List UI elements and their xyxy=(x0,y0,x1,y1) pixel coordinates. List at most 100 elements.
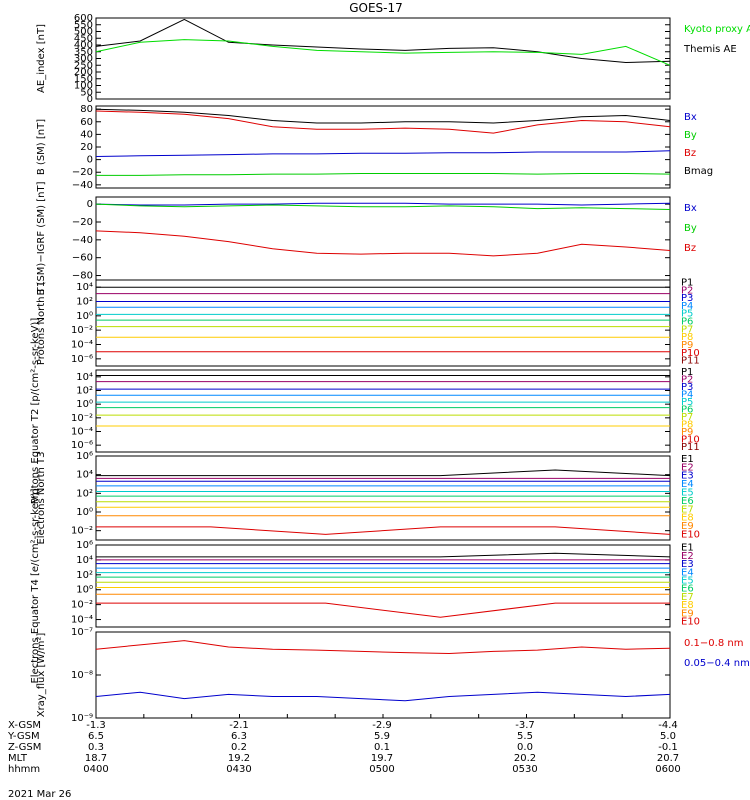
series-by-line xyxy=(95,203,671,210)
series-e1-line xyxy=(96,552,671,558)
ephemeris-value: 0.1 xyxy=(374,742,390,753)
legend-entry: Bmag xyxy=(684,166,713,177)
legend-entry: P5 xyxy=(681,309,693,320)
y-tick-label: −40 xyxy=(72,180,93,191)
y-tick-label: 40 xyxy=(80,129,93,140)
y-tick-label: 450 xyxy=(74,33,93,44)
y-tick-label: 350 xyxy=(74,47,93,58)
ephemeris-row-label: hhmm xyxy=(8,764,40,775)
legend-entry: E6 xyxy=(681,496,694,507)
y-tick-label: 10⁰ xyxy=(76,311,93,322)
series-by-line xyxy=(96,173,671,176)
legend-entry: By xyxy=(684,130,697,141)
legend-entry: E2 xyxy=(681,462,694,473)
ephemeris-value: 6.3 xyxy=(231,731,247,742)
y-tick-label: 50 xyxy=(80,87,93,98)
panel-frame xyxy=(95,544,671,628)
ephemeris-value: -2.1 xyxy=(229,720,249,731)
y-axis-label: Protons Equator T2 [p/(cm²-s-sr-keV)] xyxy=(30,318,41,505)
y-tick-label: 10² xyxy=(76,297,93,308)
y-tick-label: 0 xyxy=(87,155,93,166)
ephemeris-value: 19.7 xyxy=(371,753,393,764)
legend-entry: E3 xyxy=(681,471,694,482)
ephemeris-value: -4.4 xyxy=(658,720,678,731)
legend-entry: E7 xyxy=(681,592,694,603)
legend-entry: E3 xyxy=(681,559,694,570)
panel-frame xyxy=(95,196,671,281)
ephemeris-value: 20.7 xyxy=(657,753,679,764)
ephemeris-value: 0.3 xyxy=(88,742,104,753)
legend-entry: E2 xyxy=(681,551,694,562)
chart-title: GOES-17 xyxy=(349,1,403,15)
y-tick-label: 400 xyxy=(74,40,93,51)
ephemeris-value: 0400 xyxy=(83,764,108,775)
y-tick-label: 10⁶ xyxy=(76,451,93,462)
ephemeris-value: 0430 xyxy=(226,764,251,775)
y-tick-label: 10⁴ xyxy=(76,372,93,383)
series-bx-line xyxy=(95,150,671,157)
legend-entry: E9 xyxy=(681,608,694,619)
series-kyotoproxyae-line xyxy=(95,39,671,66)
ephemeris-value: 0600 xyxy=(655,764,680,775)
y-tick-label: −40 xyxy=(72,235,93,246)
y-tick-label: 10⁰ xyxy=(76,399,93,410)
series-e10-line xyxy=(96,526,671,535)
y-axis-label: Protons North T1 xyxy=(36,281,47,365)
legend-entry: P3 xyxy=(681,382,693,393)
y-tick-label: 150 xyxy=(74,74,93,85)
y-tick-label: 10⁶ xyxy=(76,540,93,551)
legend-entry: P9 xyxy=(681,340,693,351)
y-tick-label: 10⁻² xyxy=(71,413,93,424)
y-tick-label: 10⁰ xyxy=(76,585,93,596)
legend-entry: P3 xyxy=(681,293,693,304)
legend-entry: P11 xyxy=(681,442,700,453)
ephemeris-row-label: Y-GSM xyxy=(7,731,40,742)
legend-entry: P6 xyxy=(681,404,693,415)
legend-entry: Bz xyxy=(684,243,696,254)
series-themisae-line xyxy=(95,18,671,64)
legend-entry: E8 xyxy=(681,513,694,524)
panel-frame xyxy=(95,369,671,453)
y-tick-label: 500 xyxy=(74,27,93,38)
ephemeris-row-label: X-GSM xyxy=(8,720,41,731)
series-e1-line xyxy=(96,469,671,477)
y-tick-label: 250 xyxy=(74,60,93,71)
y-tick-label: −20 xyxy=(72,167,93,178)
legend-entry: E5 xyxy=(681,576,694,587)
legend-entry: E7 xyxy=(681,504,694,515)
panels: 050100150200250300350400450500550600AE_i… xyxy=(30,13,750,724)
legend-entry: P8 xyxy=(681,419,693,430)
y-tick-label: 10⁴ xyxy=(76,470,93,481)
legend-entry: P7 xyxy=(681,324,693,335)
ephemeris-value: 0.2 xyxy=(231,742,247,753)
panel-3: −80 −60 −40 −20 0 B (SM)−IGRF (SM) [nT] Bx By Bz xyxy=(36,181,697,295)
legend-entry: E1 xyxy=(681,454,694,465)
legend-entry: P1 xyxy=(681,277,693,288)
ephemeris-value: -1.3 xyxy=(86,720,106,731)
y-tick-label: 10² xyxy=(76,570,93,581)
y-tick-label: 10⁻² xyxy=(71,600,93,611)
y-axis-label: Xray_flux [W/m²] xyxy=(36,633,47,718)
legend-entry: P10 xyxy=(681,348,700,359)
y-axis-label: AE_index [nT] xyxy=(36,24,47,93)
y-axis-label: Electrons Equator T4 [e/(cm²-s-sr-keV)] xyxy=(30,488,41,683)
legend-entry: P4 xyxy=(681,301,693,312)
y-tick-label: 10² xyxy=(76,488,93,499)
legend-entry: Bz xyxy=(684,148,696,159)
panel-5: 10⁻⁶ 10⁻⁴ 10⁻² 10⁰ 10² 10⁴ Protons Equator T2 … xyxy=(30,318,700,505)
legend-entry: E10 xyxy=(681,617,700,628)
series-bmag-line xyxy=(95,108,671,124)
ephemeris-value: 19.2 xyxy=(228,753,250,764)
y-tick-label: 10⁻⁷ xyxy=(71,627,93,638)
legend-entry: P11 xyxy=(681,356,700,367)
ephemeris-row-label: MLT xyxy=(8,753,28,764)
legend-entry: 0.05−0.4 nm xyxy=(684,658,750,669)
legend-entry: P5 xyxy=(681,397,693,408)
ephemeris-value: 5.5 xyxy=(517,731,533,742)
legend-entry: Kyoto proxy AE xyxy=(684,24,750,35)
legend-entry: E4 xyxy=(681,567,694,578)
series-00504nm-line xyxy=(95,691,671,702)
legend-entry: Bx xyxy=(684,112,697,123)
